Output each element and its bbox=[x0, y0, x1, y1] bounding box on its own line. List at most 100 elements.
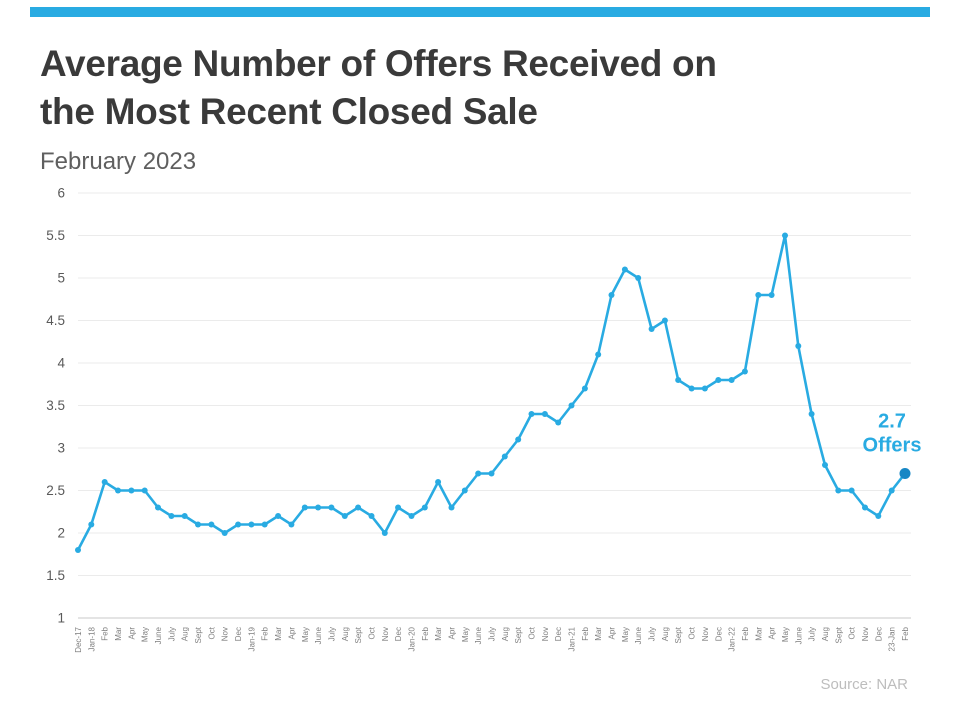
data-point bbox=[688, 385, 695, 392]
data-point bbox=[448, 504, 455, 511]
y-axis-label: 4 bbox=[57, 356, 65, 371]
data-point bbox=[155, 504, 161, 511]
data-point bbox=[315, 504, 322, 511]
x-axis-label: Mar bbox=[594, 627, 603, 641]
x-axis-label: May bbox=[301, 627, 310, 642]
data-point bbox=[488, 470, 495, 477]
y-axis-label: 2.5 bbox=[46, 483, 65, 498]
x-axis-label: June bbox=[154, 626, 163, 644]
x-axis-label: Nov bbox=[541, 627, 550, 641]
data-point bbox=[475, 470, 482, 477]
data-point bbox=[888, 487, 895, 494]
x-axis-label: Mar bbox=[114, 627, 123, 641]
x-axis-label: Apr bbox=[768, 627, 777, 640]
data-point bbox=[541, 411, 548, 417]
data-point bbox=[595, 351, 602, 358]
x-axis-label: Apr bbox=[608, 627, 617, 640]
x-axis-label: Dec bbox=[714, 627, 723, 641]
x-axis-label: Sept bbox=[834, 626, 843, 643]
data-point bbox=[261, 521, 268, 528]
data-point bbox=[608, 292, 615, 298]
top-accent-bar bbox=[30, 7, 930, 17]
data-point bbox=[621, 266, 628, 273]
y-axis-label: 1.5 bbox=[46, 568, 65, 583]
x-axis-label: Feb bbox=[421, 626, 430, 640]
data-point bbox=[728, 377, 735, 383]
x-axis-label: June bbox=[474, 626, 483, 644]
x-axis-label: Sept bbox=[194, 626, 203, 643]
x-axis-label: Sept bbox=[514, 626, 523, 643]
x-axis-label: Feb bbox=[741, 626, 750, 640]
data-point bbox=[168, 513, 175, 519]
data-point bbox=[208, 521, 215, 528]
page-subtitle: February 2023 bbox=[40, 148, 197, 175]
x-axis-label: June bbox=[794, 626, 803, 644]
x-axis-label: Aug bbox=[501, 627, 510, 641]
data-point bbox=[461, 487, 468, 494]
x-axis-label: Dec bbox=[234, 627, 243, 641]
data-point bbox=[408, 513, 415, 519]
data-point bbox=[181, 513, 188, 519]
data-point bbox=[675, 377, 682, 383]
x-axis-label: Feb bbox=[101, 626, 110, 640]
x-axis-label: Jan-20 bbox=[408, 626, 417, 651]
x-axis-label: July bbox=[167, 627, 176, 641]
x-axis-label: Oct bbox=[368, 626, 377, 639]
x-axis-label: June bbox=[314, 626, 323, 644]
x-axis-label: July bbox=[327, 627, 336, 641]
data-point bbox=[275, 513, 282, 519]
data-point bbox=[101, 479, 108, 485]
x-axis-label: Dec bbox=[874, 627, 883, 641]
x-axis-label: Dec-17 bbox=[74, 626, 83, 652]
data-point bbox=[115, 487, 121, 494]
x-axis-label: Aug bbox=[341, 627, 350, 641]
x-axis-label: Feb bbox=[581, 626, 590, 640]
annotation-label: Offers bbox=[863, 435, 922, 457]
x-axis-label: Nov bbox=[381, 627, 390, 641]
x-axis-label: Dec bbox=[394, 627, 403, 641]
data-point bbox=[568, 402, 575, 409]
x-axis-label: Jan-18 bbox=[87, 626, 96, 651]
y-axis-label: 5.5 bbox=[46, 228, 65, 243]
data-point bbox=[381, 530, 388, 536]
x-axis-label: May bbox=[781, 627, 790, 642]
x-axis-label: July bbox=[648, 627, 657, 641]
x-axis-label: Feb bbox=[261, 626, 270, 640]
data-point bbox=[141, 487, 148, 494]
x-axis-label: May bbox=[621, 627, 630, 642]
data-point bbox=[75, 547, 81, 553]
data-point bbox=[128, 487, 135, 494]
data-point bbox=[822, 462, 828, 468]
y-axis-label: 5 bbox=[57, 271, 65, 286]
x-axis-label: Apr bbox=[127, 627, 136, 640]
x-axis-label: Jan-22 bbox=[728, 626, 737, 651]
data-point bbox=[715, 377, 722, 383]
data-point bbox=[862, 504, 868, 511]
data-point bbox=[835, 487, 842, 494]
data-point bbox=[195, 521, 201, 528]
data-point bbox=[528, 411, 535, 417]
data-point bbox=[555, 419, 562, 426]
data-point bbox=[88, 521, 95, 528]
latest-data-point bbox=[899, 468, 911, 479]
x-axis-label: Nov bbox=[701, 627, 710, 641]
title-line-1: Average Number of Offers Received on bbox=[40, 43, 717, 84]
x-axis-label: Aug bbox=[661, 627, 670, 641]
y-axis-label: 4.5 bbox=[46, 313, 65, 328]
x-axis-label: Aug bbox=[821, 627, 830, 641]
x-axis-label: Oct bbox=[688, 626, 697, 639]
y-axis-label: 6 bbox=[57, 186, 65, 201]
data-point bbox=[741, 368, 748, 375]
x-axis-label: July bbox=[488, 627, 497, 641]
data-point bbox=[341, 513, 348, 519]
data-point bbox=[328, 504, 335, 511]
source-caption: Source: NAR bbox=[820, 676, 908, 693]
chart-line bbox=[76, 234, 907, 552]
data-point bbox=[288, 521, 295, 528]
x-axis-label: Sept bbox=[354, 626, 363, 643]
data-point bbox=[435, 479, 442, 485]
data-point bbox=[301, 504, 308, 511]
x-axis-label: Apr bbox=[448, 627, 457, 640]
x-axis-label: Apr bbox=[287, 627, 296, 640]
data-point bbox=[782, 232, 788, 239]
